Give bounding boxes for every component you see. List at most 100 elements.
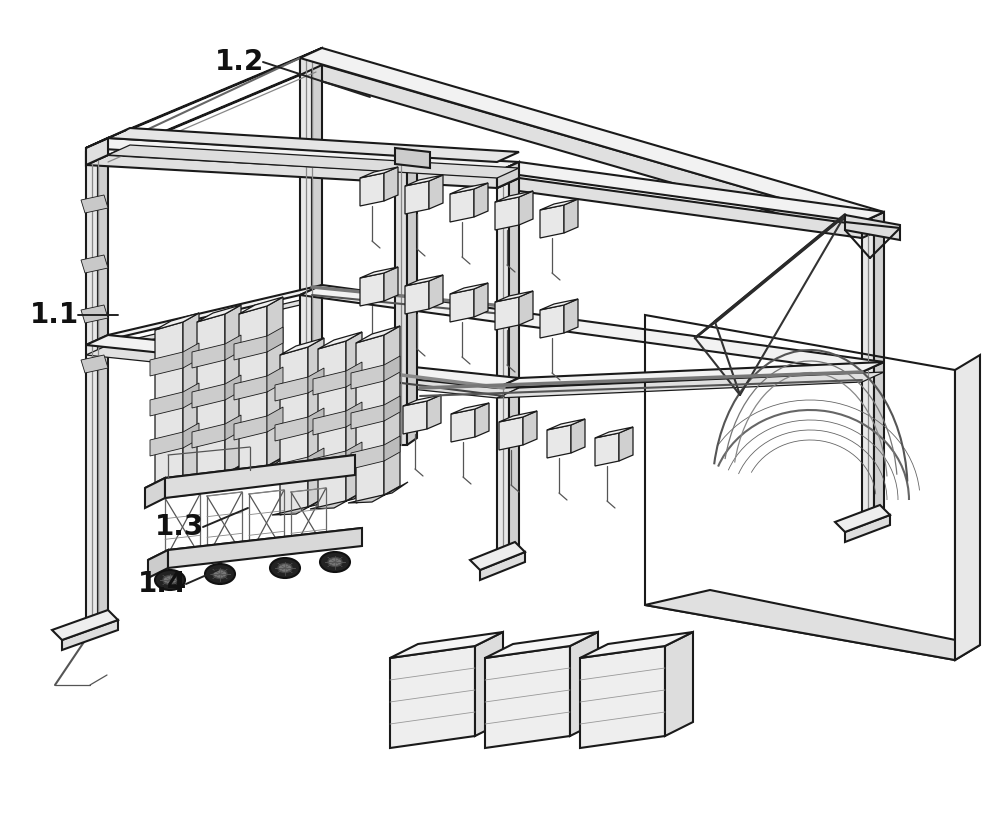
Polygon shape	[86, 295, 322, 355]
Polygon shape	[189, 461, 249, 482]
Polygon shape	[183, 313, 199, 482]
Polygon shape	[272, 494, 332, 515]
Polygon shape	[540, 199, 578, 210]
Polygon shape	[183, 343, 199, 368]
Polygon shape	[384, 396, 400, 421]
Polygon shape	[225, 375, 241, 400]
Polygon shape	[300, 58, 312, 442]
Polygon shape	[145, 455, 355, 488]
Polygon shape	[351, 365, 384, 389]
Polygon shape	[475, 403, 489, 437]
Polygon shape	[300, 48, 322, 75]
Polygon shape	[86, 48, 322, 148]
Polygon shape	[267, 327, 283, 352]
Polygon shape	[395, 148, 430, 168]
Polygon shape	[192, 344, 225, 368]
Ellipse shape	[320, 552, 350, 572]
Polygon shape	[665, 632, 693, 736]
Ellipse shape	[328, 557, 342, 566]
Polygon shape	[275, 417, 308, 441]
Polygon shape	[564, 299, 578, 333]
Polygon shape	[355, 387, 393, 398]
Polygon shape	[308, 368, 324, 393]
Text: 1.3: 1.3	[155, 513, 204, 541]
Polygon shape	[497, 162, 519, 188]
Polygon shape	[451, 409, 475, 442]
Polygon shape	[356, 326, 400, 343]
Polygon shape	[86, 335, 519, 388]
Polygon shape	[148, 528, 362, 560]
Polygon shape	[540, 299, 578, 310]
Ellipse shape	[155, 570, 185, 590]
Polygon shape	[275, 355, 318, 378]
Polygon shape	[267, 407, 283, 432]
Polygon shape	[275, 428, 328, 455]
Polygon shape	[547, 419, 585, 430]
Polygon shape	[595, 427, 633, 438]
Polygon shape	[86, 65, 322, 165]
Polygon shape	[474, 183, 488, 217]
Polygon shape	[280, 338, 324, 355]
Polygon shape	[497, 178, 884, 238]
Polygon shape	[81, 255, 108, 273]
Polygon shape	[145, 478, 165, 508]
Polygon shape	[313, 451, 346, 475]
Polygon shape	[150, 392, 183, 416]
Polygon shape	[360, 173, 384, 206]
Polygon shape	[390, 632, 503, 658]
Polygon shape	[356, 335, 384, 503]
Polygon shape	[348, 482, 408, 503]
Polygon shape	[285, 438, 328, 467]
Polygon shape	[429, 275, 443, 309]
Polygon shape	[275, 377, 308, 401]
Polygon shape	[98, 145, 108, 625]
Polygon shape	[86, 138, 108, 165]
Polygon shape	[168, 528, 362, 568]
Polygon shape	[384, 267, 398, 301]
Polygon shape	[570, 632, 598, 736]
Polygon shape	[485, 632, 598, 658]
Polygon shape	[355, 393, 379, 426]
Polygon shape	[239, 297, 283, 314]
Polygon shape	[81, 305, 108, 323]
Polygon shape	[580, 646, 665, 748]
Polygon shape	[360, 273, 384, 306]
Polygon shape	[450, 189, 474, 222]
Polygon shape	[234, 336, 267, 360]
Polygon shape	[147, 469, 207, 490]
Polygon shape	[192, 384, 225, 408]
Polygon shape	[150, 432, 183, 456]
Polygon shape	[499, 417, 523, 450]
Polygon shape	[165, 455, 355, 498]
Polygon shape	[150, 352, 183, 376]
Polygon shape	[403, 401, 427, 434]
Polygon shape	[52, 610, 118, 640]
Polygon shape	[108, 145, 519, 178]
Polygon shape	[231, 453, 291, 474]
Polygon shape	[313, 371, 346, 395]
Polygon shape	[300, 48, 884, 222]
Polygon shape	[81, 195, 108, 213]
Polygon shape	[405, 281, 429, 314]
Polygon shape	[862, 222, 874, 520]
Polygon shape	[155, 322, 183, 490]
Polygon shape	[86, 130, 127, 148]
Polygon shape	[267, 367, 283, 392]
Polygon shape	[313, 411, 346, 435]
Polygon shape	[239, 306, 267, 474]
Polygon shape	[308, 448, 324, 473]
Polygon shape	[547, 425, 571, 458]
Polygon shape	[318, 355, 330, 378]
Polygon shape	[580, 632, 693, 658]
Polygon shape	[523, 411, 537, 445]
Polygon shape	[346, 402, 362, 427]
Polygon shape	[351, 445, 384, 469]
Polygon shape	[450, 183, 488, 194]
Polygon shape	[197, 305, 241, 322]
Polygon shape	[451, 403, 489, 414]
Polygon shape	[474, 283, 488, 317]
Polygon shape	[384, 436, 400, 461]
Polygon shape	[405, 275, 443, 286]
Polygon shape	[485, 646, 570, 748]
Polygon shape	[509, 168, 519, 558]
